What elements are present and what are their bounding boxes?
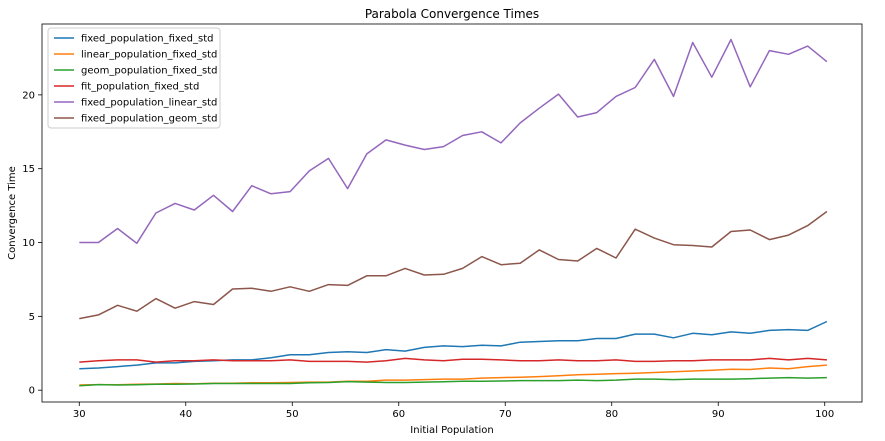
series-line-fixed_population_geom_std [79, 210, 828, 320]
legend-box [47, 27, 221, 129]
x-tick-label: 100 [815, 409, 834, 420]
series-line-geom_population_fixed_std [79, 376, 827, 387]
y-axis-label: Convergence Time [7, 166, 18, 260]
legend-label: fixed_population_geom_std [81, 114, 217, 125]
legend-label: geom_population_fixed_std [81, 66, 217, 77]
y-tick-label: 20 [22, 90, 35, 101]
y-tick-label: 15 [22, 164, 35, 175]
y-tick-label: 10 [22, 238, 35, 249]
y-axis-ticks: 0 5 10 15 20 [22, 90, 42, 397]
legend-label: linear_population_fixed_std [81, 50, 217, 61]
legend-label: fixed_population_linear_std [81, 98, 217, 109]
x-tick-label: 60 [392, 409, 405, 420]
x-axis-label: Initial Population [410, 425, 493, 436]
x-tick-label: 90 [712, 409, 725, 420]
legend-label: fit_population_fixed_std [81, 82, 199, 93]
x-tick-label: 80 [605, 409, 618, 420]
x-tick-label: 30 [73, 409, 86, 420]
x-tick-label: 70 [499, 409, 512, 420]
legend: fixed_population_fixed_std linear_populat… [47, 27, 221, 129]
series-line-fit_population_fixed_std [79, 357, 827, 363]
series-lines [79, 38, 828, 387]
legend-label: fixed_population_fixed_std [81, 34, 214, 45]
series-line-fixed_population_linear_std [79, 38, 828, 245]
y-tick-label: 0 [29, 386, 35, 397]
y-tick-label: 5 [29, 312, 35, 323]
chart-title: Parabola Convergence Times [365, 7, 539, 21]
x-axis-ticks: 30 40 50 60 70 80 90 100 [73, 402, 834, 420]
x-tick-label: 40 [179, 409, 192, 420]
x-tick-label: 50 [286, 409, 299, 420]
